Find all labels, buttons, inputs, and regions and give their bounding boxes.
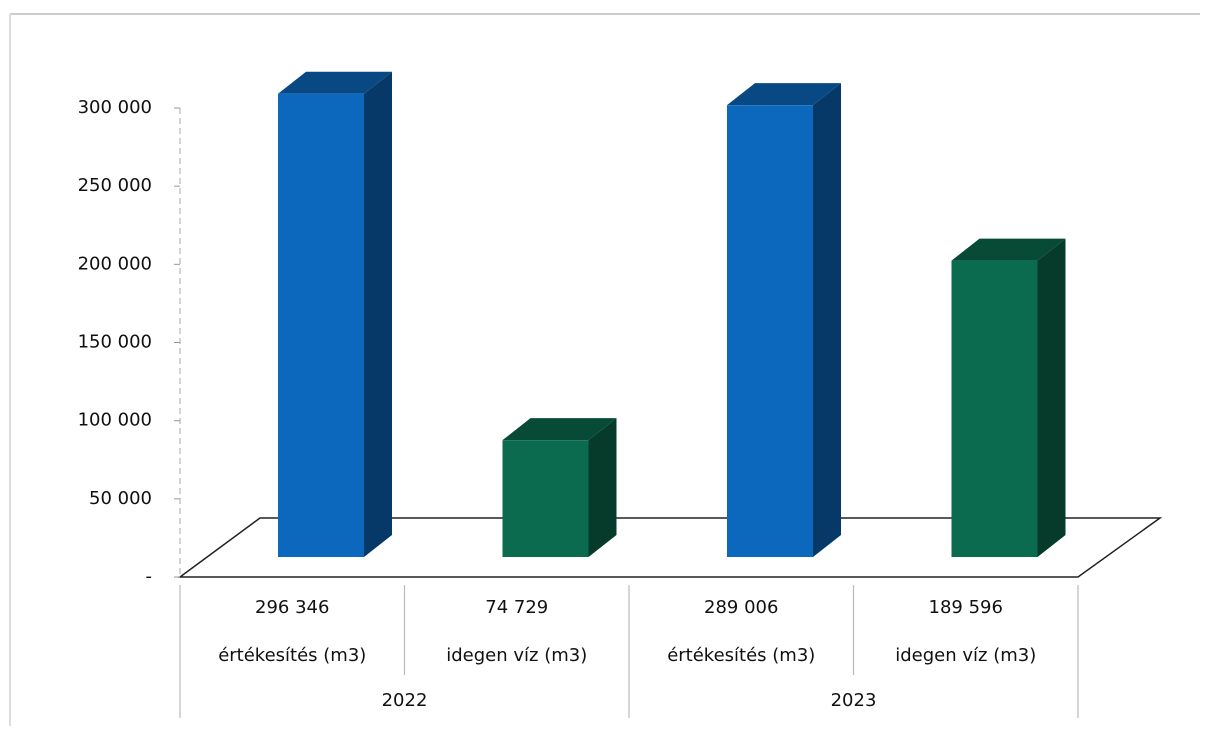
value-label: 189 596 xyxy=(929,597,1003,618)
bar-top xyxy=(278,71,392,94)
y-tick-label: 300 000 xyxy=(78,97,152,118)
bar-side xyxy=(364,71,392,558)
y-tick-label: 100 000 xyxy=(78,410,152,431)
y-tick-label: 250 000 xyxy=(78,175,152,196)
bar-top xyxy=(951,238,1066,261)
bar xyxy=(951,260,1038,557)
group-label: 2023 xyxy=(831,690,877,711)
bar xyxy=(502,440,589,557)
bar-top xyxy=(727,83,841,106)
y-tick-label: 200 000 xyxy=(78,253,152,274)
y-tick-label: 50 000 xyxy=(89,488,152,509)
bar-side xyxy=(588,418,617,557)
y-tick-label: 150 000 xyxy=(78,332,152,353)
bar xyxy=(278,93,364,558)
bar xyxy=(727,105,813,557)
bar-top xyxy=(502,418,617,441)
value-label: 296 346 xyxy=(255,597,329,618)
y-tick-label: - xyxy=(146,566,153,587)
x-tick-label: értékesítés (m3) xyxy=(218,645,366,666)
bar-side xyxy=(1037,238,1066,557)
x-tick-label: értékesítés (m3) xyxy=(667,645,815,666)
value-label: 289 006 xyxy=(704,597,778,618)
group-label: 2022 xyxy=(382,690,428,711)
x-tick-label: idegen víz (m3) xyxy=(446,645,587,666)
value-label: 74 729 xyxy=(485,597,548,618)
x-tick-label: idegen víz (m3) xyxy=(895,645,1036,666)
floor xyxy=(177,517,1163,578)
bar-side xyxy=(813,83,841,557)
